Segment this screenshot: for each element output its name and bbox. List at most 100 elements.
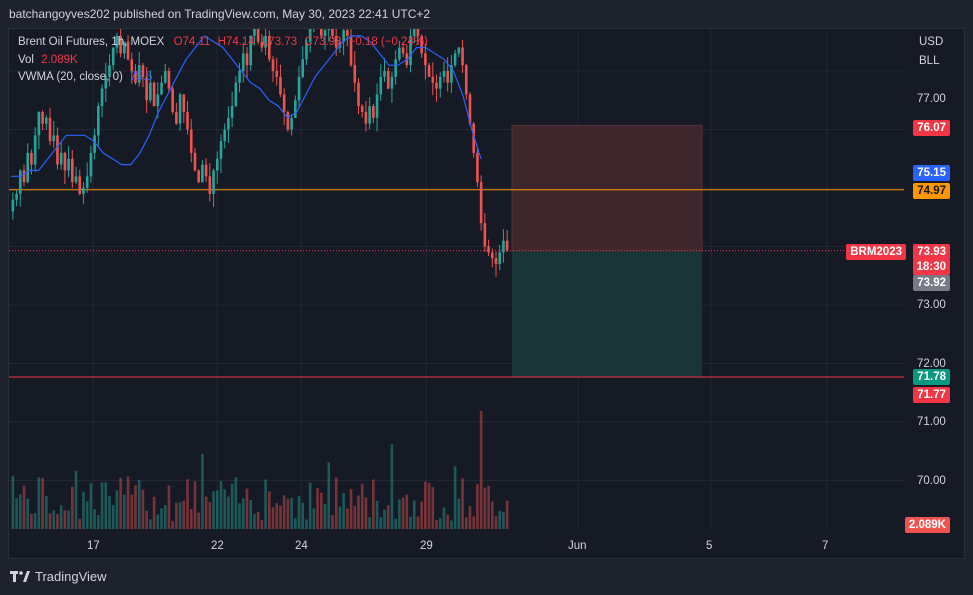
axis-label-72: 72.00 <box>917 358 946 370</box>
candle-body <box>264 35 267 48</box>
volume-bar <box>505 500 509 529</box>
volume-bar <box>442 507 446 529</box>
candle-body <box>238 71 241 83</box>
volume-bar <box>364 497 368 529</box>
volume-bar <box>416 516 420 529</box>
candle-body <box>212 170 215 194</box>
tag-last-price: 73.93 <box>913 244 950 260</box>
volume-bar <box>457 498 461 529</box>
volume-bar <box>63 510 67 529</box>
candle-body <box>260 41 264 48</box>
candle-body <box>320 29 323 36</box>
candle-body <box>97 106 100 136</box>
candle-body <box>163 71 167 83</box>
candle-body <box>412 29 416 36</box>
volume-bar <box>234 477 238 529</box>
volume-bar <box>33 513 37 529</box>
candle-body <box>505 240 509 251</box>
tag-vwma: 75.15 <box>913 165 950 181</box>
candle-body <box>487 246 490 253</box>
tradingview-logo[interactable]: TradingView <box>10 569 107 584</box>
volume-bar <box>446 514 449 529</box>
volume-bar <box>420 501 423 529</box>
candle-body <box>111 47 115 66</box>
volume-bar <box>401 497 405 529</box>
volume-bar <box>245 488 249 529</box>
candle-body <box>379 76 383 95</box>
volume-bar <box>368 517 371 529</box>
volume-bar <box>502 511 505 529</box>
volume-bar <box>37 477 41 529</box>
candle-body <box>476 152 479 183</box>
volume-bar <box>498 510 502 529</box>
volume-bar <box>111 504 115 529</box>
volume-bar <box>360 483 364 529</box>
candle-body <box>420 35 423 54</box>
volume-bar <box>379 517 383 529</box>
chart-area[interactable]: Brent Oil Futures, 1h, MOEX O74.11 H74.1… <box>8 28 965 559</box>
volume-bar <box>427 483 431 529</box>
volume-bar <box>74 470 78 529</box>
chart-canvas[interactable] <box>9 29 964 558</box>
volume-bar <box>461 478 464 529</box>
candle-body <box>182 94 186 112</box>
candle-body <box>11 199 15 212</box>
volume-bar <box>308 482 312 529</box>
volume-bar <box>297 496 301 529</box>
volume-bar <box>279 505 282 529</box>
volume-bar <box>290 498 293 529</box>
volume-bar <box>108 496 111 529</box>
candle-body <box>245 53 249 66</box>
candle-body <box>52 135 56 142</box>
volume-bar <box>123 494 126 529</box>
candle-body <box>290 117 293 130</box>
tag-countdown: 18:30 <box>912 259 950 275</box>
candle-body <box>234 82 238 107</box>
axis-label-73: 73.00 <box>917 299 946 311</box>
candle-body <box>134 71 137 83</box>
candle-body <box>126 41 130 60</box>
volume-bar <box>353 505 357 529</box>
volume-bar <box>476 484 479 529</box>
candle-body <box>349 35 353 66</box>
candle-body <box>468 94 472 124</box>
time-label-29: 29 <box>420 540 433 552</box>
legend-symbol: Brent Oil Futures, 1h, MOEX <box>18 36 165 48</box>
volume-bar <box>97 515 100 529</box>
volume-bar <box>193 481 197 529</box>
volume-bar <box>100 482 104 529</box>
candle-body <box>472 123 475 153</box>
volume-bar <box>424 481 427 529</box>
volume-bar <box>45 496 48 529</box>
candle-body <box>149 82 152 101</box>
time-label-7: 7 <box>822 540 829 552</box>
volume-bar <box>26 498 30 529</box>
candle-body <box>93 135 96 153</box>
candle-body <box>490 252 494 259</box>
legend-vwma-line: VWMA (20, close, 0) 75.5 <box>18 71 152 83</box>
volume-bar <box>152 496 156 529</box>
candle-body <box>89 152 93 177</box>
volume-bar <box>82 491 85 529</box>
candle-body <box>171 88 174 112</box>
candle-body <box>167 71 171 89</box>
volume-bar <box>464 517 468 529</box>
volume-bar <box>494 516 498 529</box>
volume-bar <box>409 516 412 529</box>
candle-body <box>104 76 108 89</box>
candle-body <box>294 100 297 118</box>
volume-bar <box>156 514 160 529</box>
volume-bar <box>483 487 487 529</box>
legend-high: H74.14 <box>217 36 255 48</box>
legend-vol-value: 2.089K <box>41 54 78 66</box>
volume-bar <box>390 444 394 529</box>
candle-body <box>48 117 52 142</box>
candle-body <box>30 152 33 165</box>
volume-bar <box>175 502 178 529</box>
candle-body <box>368 106 371 124</box>
volume-bar <box>171 520 174 529</box>
tag-volume: 2.089K <box>904 517 950 533</box>
candle-body <box>197 170 200 183</box>
candle-body <box>502 240 505 253</box>
candle-body <box>364 111 368 124</box>
